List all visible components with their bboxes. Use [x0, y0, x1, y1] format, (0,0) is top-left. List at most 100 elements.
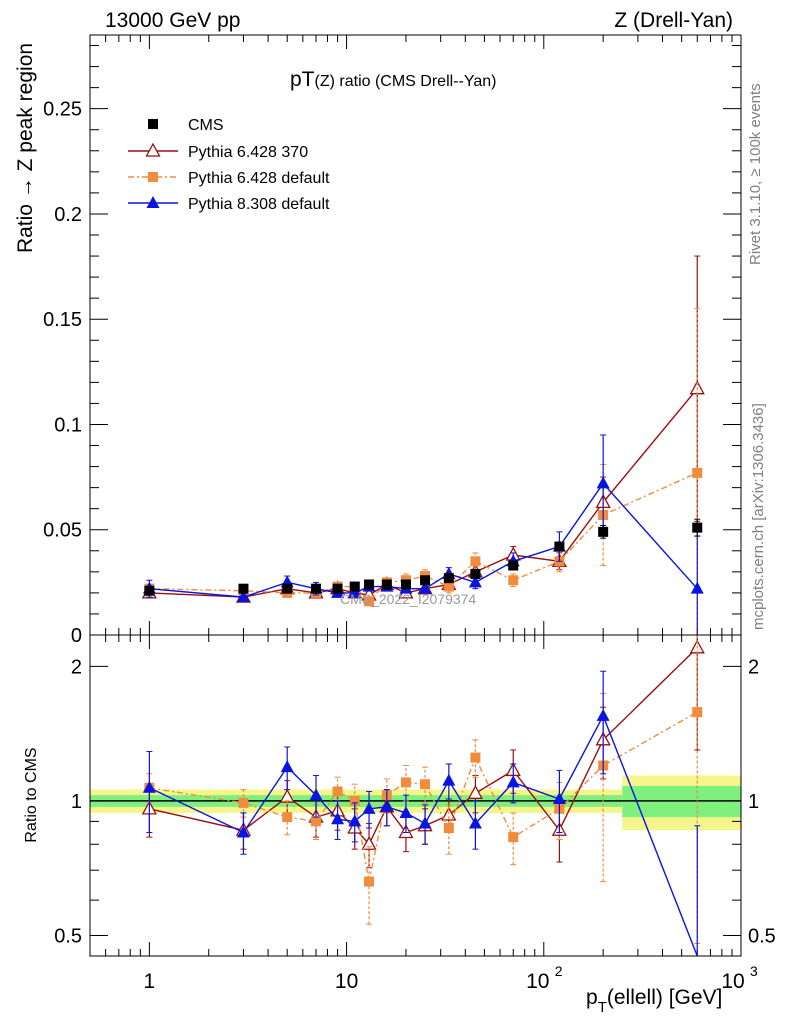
y-tick-label: 1 — [71, 791, 82, 813]
data-point — [470, 568, 481, 579]
data-point — [332, 786, 343, 797]
data-point — [468, 816, 482, 829]
series-line — [149, 647, 698, 846]
data-point — [692, 467, 703, 478]
chart-title-main: pT — [290, 68, 315, 91]
data-point — [400, 777, 411, 788]
chart-title: pT(Z) ratio (CMS Drell--Yan) — [290, 68, 496, 91]
data-point — [554, 541, 565, 552]
data-point — [280, 760, 294, 773]
data-point — [238, 797, 249, 808]
chart-title-rest: (Z) ratio (CMS Drell--Yan) — [315, 73, 497, 90]
data-point — [142, 780, 156, 793]
x-axis-label-sub: T — [598, 999, 607, 1016]
data-point — [349, 581, 360, 592]
y-tick-label-right: 1 — [748, 791, 759, 813]
x-tick-exponent: 3 — [750, 963, 758, 979]
legend-label: Pythia 8.308 default — [188, 196, 330, 213]
data-point — [364, 596, 375, 607]
data-point — [508, 832, 519, 843]
data-point — [348, 814, 362, 827]
x-axis-label-rest: (ellell) [GeV] — [607, 986, 723, 1009]
data-point — [399, 805, 413, 818]
data-point — [148, 172, 158, 182]
bottom-ylabel: Ratio to CMS — [23, 747, 40, 842]
header-right-label: Z (Drell-Yan) — [614, 9, 733, 32]
data-point — [400, 579, 411, 590]
top-ylabel: Ratio → Z peak region — [14, 43, 37, 253]
data-point — [508, 575, 519, 586]
y-tick-label: 0.1 — [54, 414, 82, 436]
y-tick-label: 2 — [71, 656, 82, 678]
data-point — [236, 825, 250, 838]
series-line — [149, 482, 698, 598]
data-point — [470, 556, 481, 567]
header-left-label: 13000 GeV pp — [105, 9, 240, 32]
data-point — [596, 708, 610, 721]
data-point — [596, 476, 610, 489]
y-tick-label: 0 — [71, 625, 82, 647]
data-point — [348, 585, 362, 598]
series-line — [149, 472, 698, 603]
y-tick-label-right: 2 — [748, 656, 759, 678]
data-point — [381, 579, 392, 590]
data-point — [362, 801, 376, 814]
mcplots-note: mcplots.cern.ch [arXiv:1306.3436] — [750, 403, 767, 630]
series-line — [149, 388, 698, 598]
data-point — [311, 816, 322, 827]
data-point — [443, 581, 454, 592]
data-point — [282, 812, 293, 823]
y-tick-label: 0.5 — [54, 926, 82, 948]
data-point — [692, 707, 703, 718]
data-point — [443, 573, 454, 584]
y-tick-label: 0.15 — [43, 309, 82, 331]
data-point — [506, 775, 520, 788]
data-point — [148, 119, 158, 129]
y-tick-label-right: 0.5 — [748, 926, 776, 948]
data-point — [470, 752, 481, 763]
data-point — [443, 822, 454, 833]
data-point — [420, 779, 431, 790]
data-point — [146, 196, 160, 208]
data-point — [442, 773, 456, 786]
rivet-note: Rivet 3.1.10, ≥ 100k events — [747, 83, 764, 265]
y-tick-label: 0.25 — [43, 99, 82, 121]
data-point — [349, 795, 360, 806]
bottom-panel: 0.5 0.5 1 1 2 2 1 10 10 2 10 3 Ratio to CMS pT(elle… — [23, 634, 776, 1016]
x-axis-label: pT(ellell) [GeV] — [586, 986, 722, 1016]
y-tick-label: 0.05 — [43, 520, 82, 542]
data-point — [552, 791, 566, 804]
data-point — [311, 583, 322, 594]
data-point — [692, 522, 703, 533]
data-point — [364, 579, 375, 590]
data-point — [144, 585, 155, 596]
data-point — [309, 788, 323, 801]
x-tick-label: 10 — [335, 970, 358, 993]
x-tick-label: 10 — [526, 970, 549, 993]
data-point — [332, 583, 343, 594]
legend-label: CMS — [188, 117, 224, 134]
data-point — [690, 581, 704, 594]
data-point — [238, 583, 249, 594]
data-point — [420, 575, 431, 586]
series-line — [149, 714, 698, 957]
x-tick-exponent: 2 — [555, 963, 563, 979]
watermark-label: CMS_2022_I2079374 — [340, 591, 476, 607]
data-point — [236, 590, 250, 603]
y-tick-label: 0.2 — [54, 204, 82, 226]
legend-label: Pythia 6.428 default — [188, 170, 330, 187]
series-line — [149, 711, 698, 882]
top-panel: 0 0.05 0.1 0.15 0.2 0.25 CMS_2022_I2079374 pT… — [14, 34, 742, 647]
data-point — [467, 784, 483, 799]
x-tick-label: 1 — [144, 970, 156, 993]
x-axis-label-main: p — [586, 986, 598, 1009]
x-tick-label: 10 — [721, 970, 744, 993]
data-point — [331, 812, 345, 825]
legend-label: Pythia 6.428 370 — [188, 144, 308, 161]
data-point — [145, 142, 161, 157]
data-point — [418, 816, 432, 829]
data-point — [380, 799, 394, 812]
data-point — [364, 876, 375, 887]
data-point — [508, 560, 519, 571]
